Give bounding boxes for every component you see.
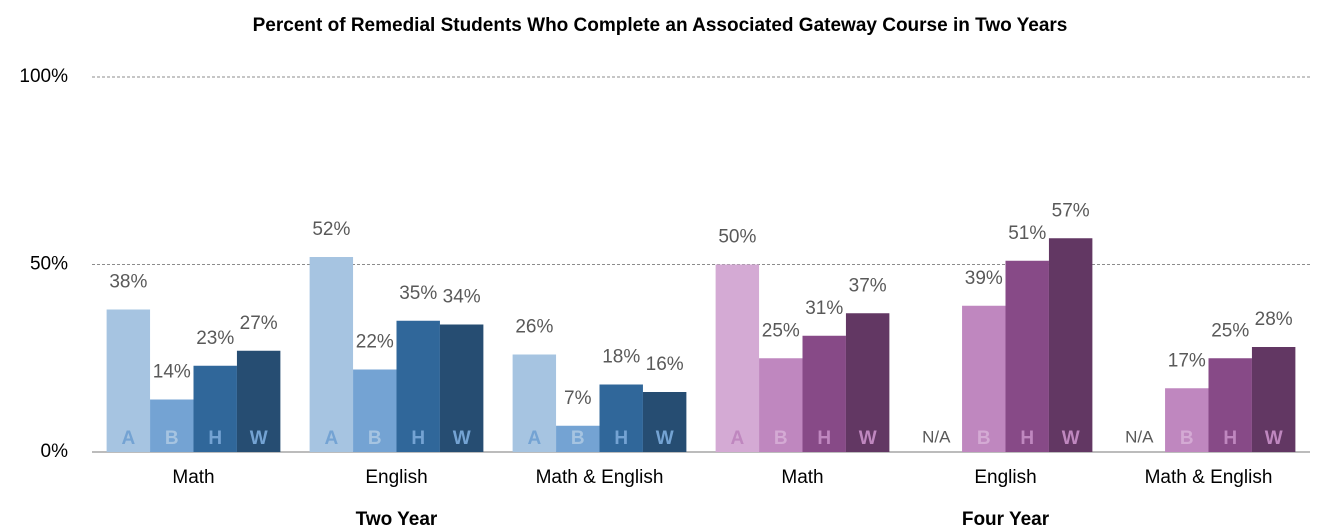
value-label: 18%: [602, 347, 640, 368]
y-tick-label: 100%: [19, 66, 68, 87]
x-tick-label: English: [365, 467, 427, 488]
bar: [193, 365, 237, 452]
bar: [1208, 358, 1252, 452]
bar: [802, 335, 846, 452]
bar-letter: A: [527, 428, 541, 449]
y-tick-label: 0%: [41, 441, 69, 462]
value-label: 7%: [564, 388, 592, 409]
value-label: 31%: [805, 298, 843, 319]
bar: [1165, 388, 1209, 452]
na-label: N/A: [922, 427, 951, 446]
bar-letter: H: [817, 428, 831, 449]
bar: [1048, 238, 1093, 452]
bar: [106, 309, 151, 452]
x-tick-label: Math: [172, 467, 214, 488]
bar: [309, 257, 354, 452]
value-label: 27%: [240, 313, 278, 334]
bar: [353, 369, 397, 452]
bar: [396, 320, 440, 452]
value-label: 28%: [1255, 309, 1293, 330]
bar-letter: H: [1020, 428, 1034, 449]
x-tick-label: Math: [781, 467, 823, 488]
bar-letter: W: [859, 428, 877, 449]
value-label: 57%: [1052, 200, 1090, 221]
bar-letter: W: [453, 428, 471, 449]
group-label: Two Year: [356, 509, 438, 530]
bar-letter: A: [324, 428, 338, 449]
value-label: 38%: [109, 272, 147, 293]
bar-letter: B: [774, 428, 788, 449]
bar-letter: W: [656, 428, 674, 449]
bar: [512, 354, 557, 452]
bar: [845, 313, 890, 452]
bar-letter: H: [208, 428, 222, 449]
value-label: 34%: [443, 287, 481, 308]
value-label: 17%: [1168, 350, 1206, 371]
bar: [150, 399, 194, 452]
value-label: 22%: [356, 332, 394, 353]
bar: [236, 350, 281, 452]
value-label: 39%: [965, 268, 1003, 289]
bar-letter: A: [121, 428, 135, 449]
x-tick-label: Math & English: [536, 467, 664, 488]
bar: [642, 392, 687, 452]
bar-letter: H: [411, 428, 425, 449]
bar-letter: B: [977, 428, 991, 449]
value-label: 52%: [312, 219, 350, 240]
bar-letter: B: [165, 428, 179, 449]
bar-letter: W: [1265, 428, 1283, 449]
bar: [556, 425, 600, 452]
bar: [962, 305, 1006, 452]
bar: [439, 324, 484, 452]
value-label: 50%: [718, 227, 756, 248]
bar-letter: H: [614, 428, 628, 449]
bar-letter: B: [1180, 428, 1194, 449]
value-label: 26%: [515, 317, 553, 338]
bar-letter: B: [571, 428, 585, 449]
bar: [1251, 347, 1296, 452]
x-tick-label: Math & English: [1145, 467, 1273, 488]
bar: [759, 358, 803, 452]
bar-letter: B: [368, 428, 382, 449]
chart-title: Percent of Remedial Students Who Complet…: [252, 15, 1068, 36]
bar-letter: W: [1062, 428, 1080, 449]
bar: [715, 264, 760, 452]
value-label: 25%: [762, 320, 800, 341]
bar: [599, 384, 643, 452]
value-label: 23%: [196, 328, 234, 349]
value-label: 14%: [153, 362, 191, 383]
group-label: Four Year: [962, 509, 1050, 530]
value-label: 16%: [646, 354, 684, 375]
value-label: 51%: [1008, 223, 1046, 244]
bar-letter: H: [1223, 428, 1237, 449]
bar-letter: A: [730, 428, 744, 449]
bar: [1005, 260, 1049, 452]
y-tick-label: 50%: [30, 254, 68, 275]
value-label: 35%: [399, 283, 437, 304]
x-tick-label: English: [974, 467, 1036, 488]
na-label: N/A: [1125, 427, 1154, 446]
bar-letter: W: [250, 428, 268, 449]
value-label: 37%: [849, 275, 887, 296]
value-label: 25%: [1211, 320, 1249, 341]
